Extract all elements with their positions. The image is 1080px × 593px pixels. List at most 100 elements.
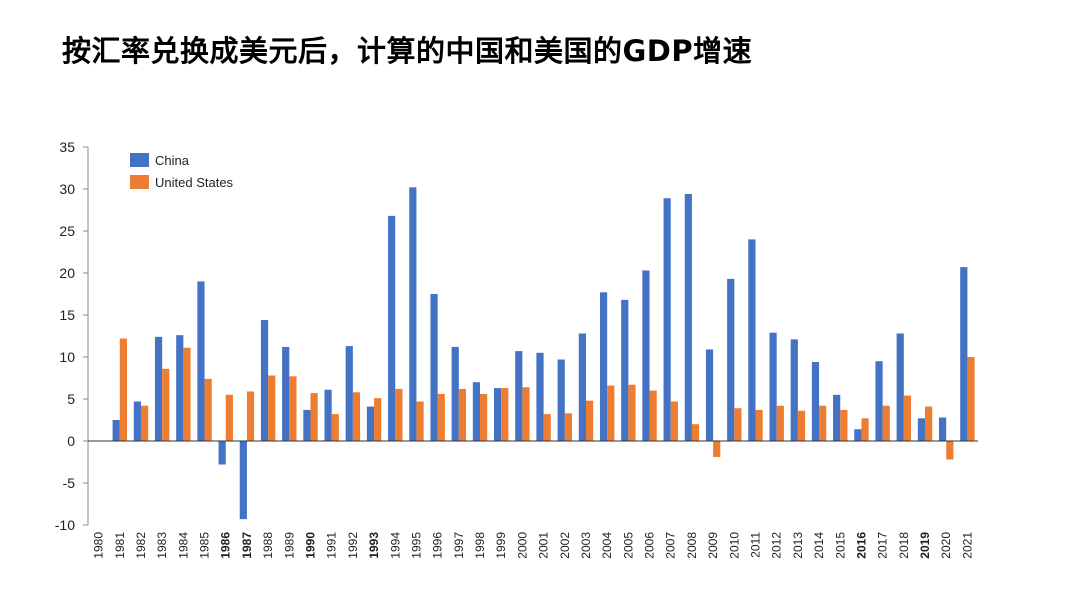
us-bar-1993 [374, 398, 382, 441]
y-tick-label: 25 [59, 223, 75, 239]
x-tick-label-1995: 1995 [409, 532, 423, 559]
us-bar-1984 [183, 347, 191, 441]
us-bar-1995 [416, 401, 424, 441]
us-bar-2002 [564, 413, 572, 441]
china-bar-1995 [409, 187, 417, 441]
x-tick-label-1991: 1991 [325, 532, 339, 559]
us-bar-2005 [628, 384, 636, 441]
us-bar-2018 [903, 395, 912, 441]
us-bar-2007 [670, 401, 678, 441]
us-bar-1986 [225, 394, 233, 441]
x-tick-label-1982: 1982 [134, 532, 148, 559]
x-tick-label-1988: 1988 [261, 532, 275, 559]
china-bar-2005 [621, 299, 629, 441]
x-tick-label-2019: 2019 [918, 532, 932, 559]
us-bar-2011 [755, 409, 763, 441]
legend-swatch-china [130, 153, 149, 167]
x-tick-label-1993: 1993 [367, 532, 381, 559]
us-bar-1994 [395, 388, 403, 441]
us-bar-1999 [501, 388, 509, 441]
china-bar-1992 [345, 346, 353, 441]
x-tick-label-1999: 1999 [494, 532, 508, 559]
china-bar-2018 [896, 333, 904, 441]
us-bar-1991 [331, 414, 339, 441]
x-tick-label-2007: 2007 [664, 532, 678, 559]
china-bar-2014 [811, 362, 820, 441]
us-bar-1983 [162, 368, 170, 441]
china-bar-1987 [239, 441, 247, 520]
x-tick-label-1987: 1987 [240, 532, 254, 559]
china-bar-2001 [536, 352, 544, 441]
china-bar-2006 [642, 270, 650, 441]
us-bar-2010 [734, 408, 742, 441]
legend-swatch-us [130, 175, 149, 189]
us-bar-1987 [246, 391, 255, 441]
x-tick-label-2002: 2002 [558, 532, 572, 559]
us-bar-1988 [268, 375, 276, 441]
x-tick-label-1989: 1989 [282, 532, 296, 559]
us-bar-2012 [776, 405, 784, 441]
china-bar-1985 [197, 281, 205, 441]
china-bar-2003 [578, 333, 586, 441]
china-bar-2008 [684, 194, 692, 441]
china-bar-1997 [451, 346, 459, 441]
china-bar-1986 [218, 441, 226, 465]
us-bar-2009 [713, 441, 721, 457]
y-tick-label: 0 [67, 433, 75, 449]
x-tick-label-1984: 1984 [176, 532, 190, 559]
x-tick-label-1983: 1983 [155, 532, 169, 559]
x-tick-label-2018: 2018 [897, 532, 911, 559]
china-bar-2002 [557, 359, 565, 441]
y-tick-label: 10 [59, 349, 75, 365]
us-bar-1996 [437, 393, 445, 441]
y-tick-label: 15 [59, 307, 75, 323]
us-bar-2001 [543, 414, 551, 441]
china-bar-1999 [494, 388, 502, 441]
x-tick-label-1998: 1998 [473, 532, 487, 559]
page-title: 按汇率兑换成美元后，计算的中国和美国的GDP增速 [62, 34, 753, 68]
x-tick-label-2012: 2012 [770, 532, 784, 559]
china-bar-1983 [154, 336, 163, 441]
us-bar-1997 [458, 388, 467, 441]
x-tick-label-2009: 2009 [706, 532, 720, 559]
x-tick-label-1980: 1980 [92, 532, 106, 559]
china-bar-2004 [599, 292, 608, 441]
x-tick-label-1985: 1985 [198, 532, 212, 559]
china-bar-2013 [790, 339, 798, 441]
x-tick-label-2016: 2016 [854, 532, 868, 559]
x-tick-label-2020: 2020 [939, 532, 953, 559]
x-tick-label-1997: 1997 [452, 532, 466, 559]
china-bar-2015 [833, 394, 841, 441]
us-bar-2008 [691, 424, 700, 441]
x-tick-label-2006: 2006 [643, 532, 657, 559]
us-bar-2003 [585, 400, 594, 441]
y-tick-label: 20 [59, 265, 75, 281]
china-bar-2021 [960, 267, 968, 441]
us-bar-1981 [119, 338, 127, 441]
x-tick-label-1986: 1986 [219, 532, 233, 559]
us-bar-1998 [480, 393, 488, 441]
y-tick-label: -10 [55, 517, 75, 533]
china-bar-2009 [705, 349, 714, 441]
us-bar-1982 [140, 405, 149, 441]
china-bar-2016 [854, 429, 862, 441]
y-tick-label: 35 [59, 139, 75, 155]
us-bar-2021 [967, 357, 975, 441]
us-bar-1985 [204, 378, 212, 441]
china-bar-1981 [112, 420, 120, 441]
us-bar-2015 [840, 409, 848, 441]
x-tick-label-2011: 2011 [749, 532, 763, 558]
x-tick-label-1992: 1992 [346, 532, 360, 559]
us-bar-1989 [289, 376, 297, 441]
legend-label-us: United States [155, 175, 234, 190]
us-bar-2020 [946, 441, 954, 460]
x-tick-label-1981: 1981 [113, 532, 127, 559]
x-tick-label-2001: 2001 [537, 532, 551, 559]
china-bar-1984 [176, 335, 184, 441]
us-bar-2016 [861, 418, 869, 441]
x-tick-label-2013: 2013 [791, 532, 805, 559]
x-tick-label-2000: 2000 [515, 532, 529, 559]
china-bar-1994 [388, 215, 396, 441]
china-bar-1990 [303, 409, 311, 441]
